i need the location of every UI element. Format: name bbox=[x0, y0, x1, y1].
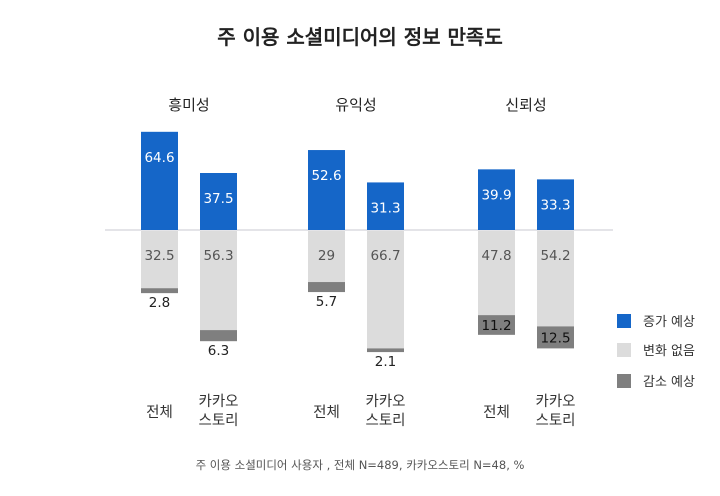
bars-layer: 흥미성 64.6 32.5 2.8 전체 37.5 56.3 6.3 카카오 스토리 유익성 52.6… bbox=[141, 96, 576, 429]
label-no-change: 66.7 bbox=[370, 248, 400, 264]
label-decrease: 11.2 bbox=[481, 318, 511, 334]
bar-decrease bbox=[308, 282, 345, 293]
bar-decrease bbox=[141, 288, 178, 294]
group-title: 흥미성 bbox=[168, 96, 209, 114]
legend-label: 증가 예상 bbox=[643, 315, 695, 330]
label-increase: 64.6 bbox=[144, 150, 174, 166]
bar-increase bbox=[367, 182, 404, 230]
bar-no-change bbox=[537, 231, 574, 327]
bar-increase bbox=[141, 131, 178, 230]
bar-decrease bbox=[200, 330, 237, 342]
bar-decrease bbox=[478, 315, 515, 335]
legend-swatch bbox=[617, 314, 631, 328]
bar-no-change bbox=[478, 231, 515, 316]
bar-decrease bbox=[367, 348, 404, 353]
bar-no-change bbox=[308, 231, 345, 283]
legend-label: 감소 예상 bbox=[643, 375, 695, 390]
legend-swatch bbox=[617, 374, 631, 388]
bar-no-change bbox=[141, 231, 178, 289]
category-label: 전체 bbox=[483, 404, 510, 421]
label-no-change: 54.2 bbox=[540, 248, 570, 264]
label-increase: 52.6 bbox=[311, 168, 341, 184]
bar-increase bbox=[308, 150, 345, 230]
legend-swatch bbox=[617, 343, 631, 357]
group-title: 신뢰성 bbox=[505, 96, 546, 114]
label-increase: 39.9 bbox=[481, 187, 511, 203]
label-decrease: 2.8 bbox=[149, 295, 170, 311]
label-no-change: 32.5 bbox=[144, 248, 174, 264]
bar-decrease bbox=[537, 326, 574, 349]
label-increase: 37.5 bbox=[203, 191, 233, 207]
bar-increase bbox=[200, 173, 237, 230]
category-label: 카카오 스토리 bbox=[198, 393, 238, 429]
footnote: 주 이용 소셜미디어 사용자 , 전체 N=489, 카카오스토리 N=48, … bbox=[196, 458, 525, 472]
chart-title: 주 이용 소셜미디어의 정보 만족도 bbox=[217, 25, 502, 49]
label-decrease: 6.3 bbox=[208, 343, 229, 359]
bar-no-change bbox=[200, 231, 237, 331]
bar-no-change bbox=[367, 231, 404, 349]
bar-increase bbox=[537, 179, 574, 230]
label-decrease: 12.5 bbox=[540, 330, 570, 346]
label-decrease: 2.1 bbox=[375, 354, 396, 370]
label-increase: 33.3 bbox=[540, 197, 570, 213]
label-no-change: 29 bbox=[318, 248, 335, 264]
category-label: 전체 bbox=[146, 404, 173, 421]
label-no-change: 56.3 bbox=[203, 248, 233, 264]
bar-increase bbox=[478, 169, 515, 230]
label-no-change: 47.8 bbox=[481, 248, 511, 264]
legend-label: 변화 없음 bbox=[643, 344, 695, 359]
label-increase: 31.3 bbox=[370, 200, 400, 216]
label-decrease: 5.7 bbox=[316, 294, 337, 310]
category-label: 카카오 스토리 bbox=[535, 393, 575, 429]
group-title: 유익성 bbox=[335, 96, 376, 114]
category-label: 카카오 스토리 bbox=[365, 393, 405, 429]
category-label: 전체 bbox=[313, 404, 340, 421]
